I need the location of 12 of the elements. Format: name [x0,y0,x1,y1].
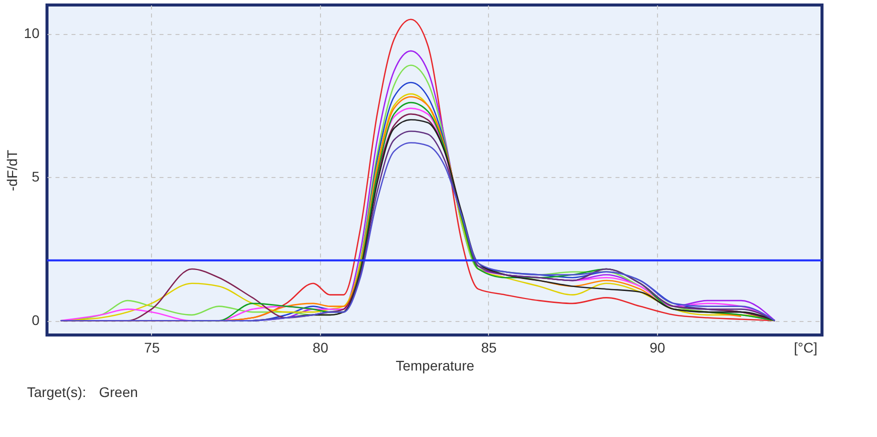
x-tick-label: 80 [312,340,328,356]
y-axis-title: -dF/dT [4,149,20,192]
x-axis-title: Temperature [396,358,475,374]
y-tick-label: 5 [32,168,40,185]
y-tick-label: 10 [24,25,40,42]
x-tick-label: [°C] [794,340,818,356]
text: Green [99,384,138,400]
x-tick-label: 90 [650,340,666,356]
x-tick-label: 85 [481,340,497,356]
x-tick-label: 75 [144,340,160,356]
text: Target(s): [27,384,86,400]
y-tick-label: 0 [32,312,40,328]
